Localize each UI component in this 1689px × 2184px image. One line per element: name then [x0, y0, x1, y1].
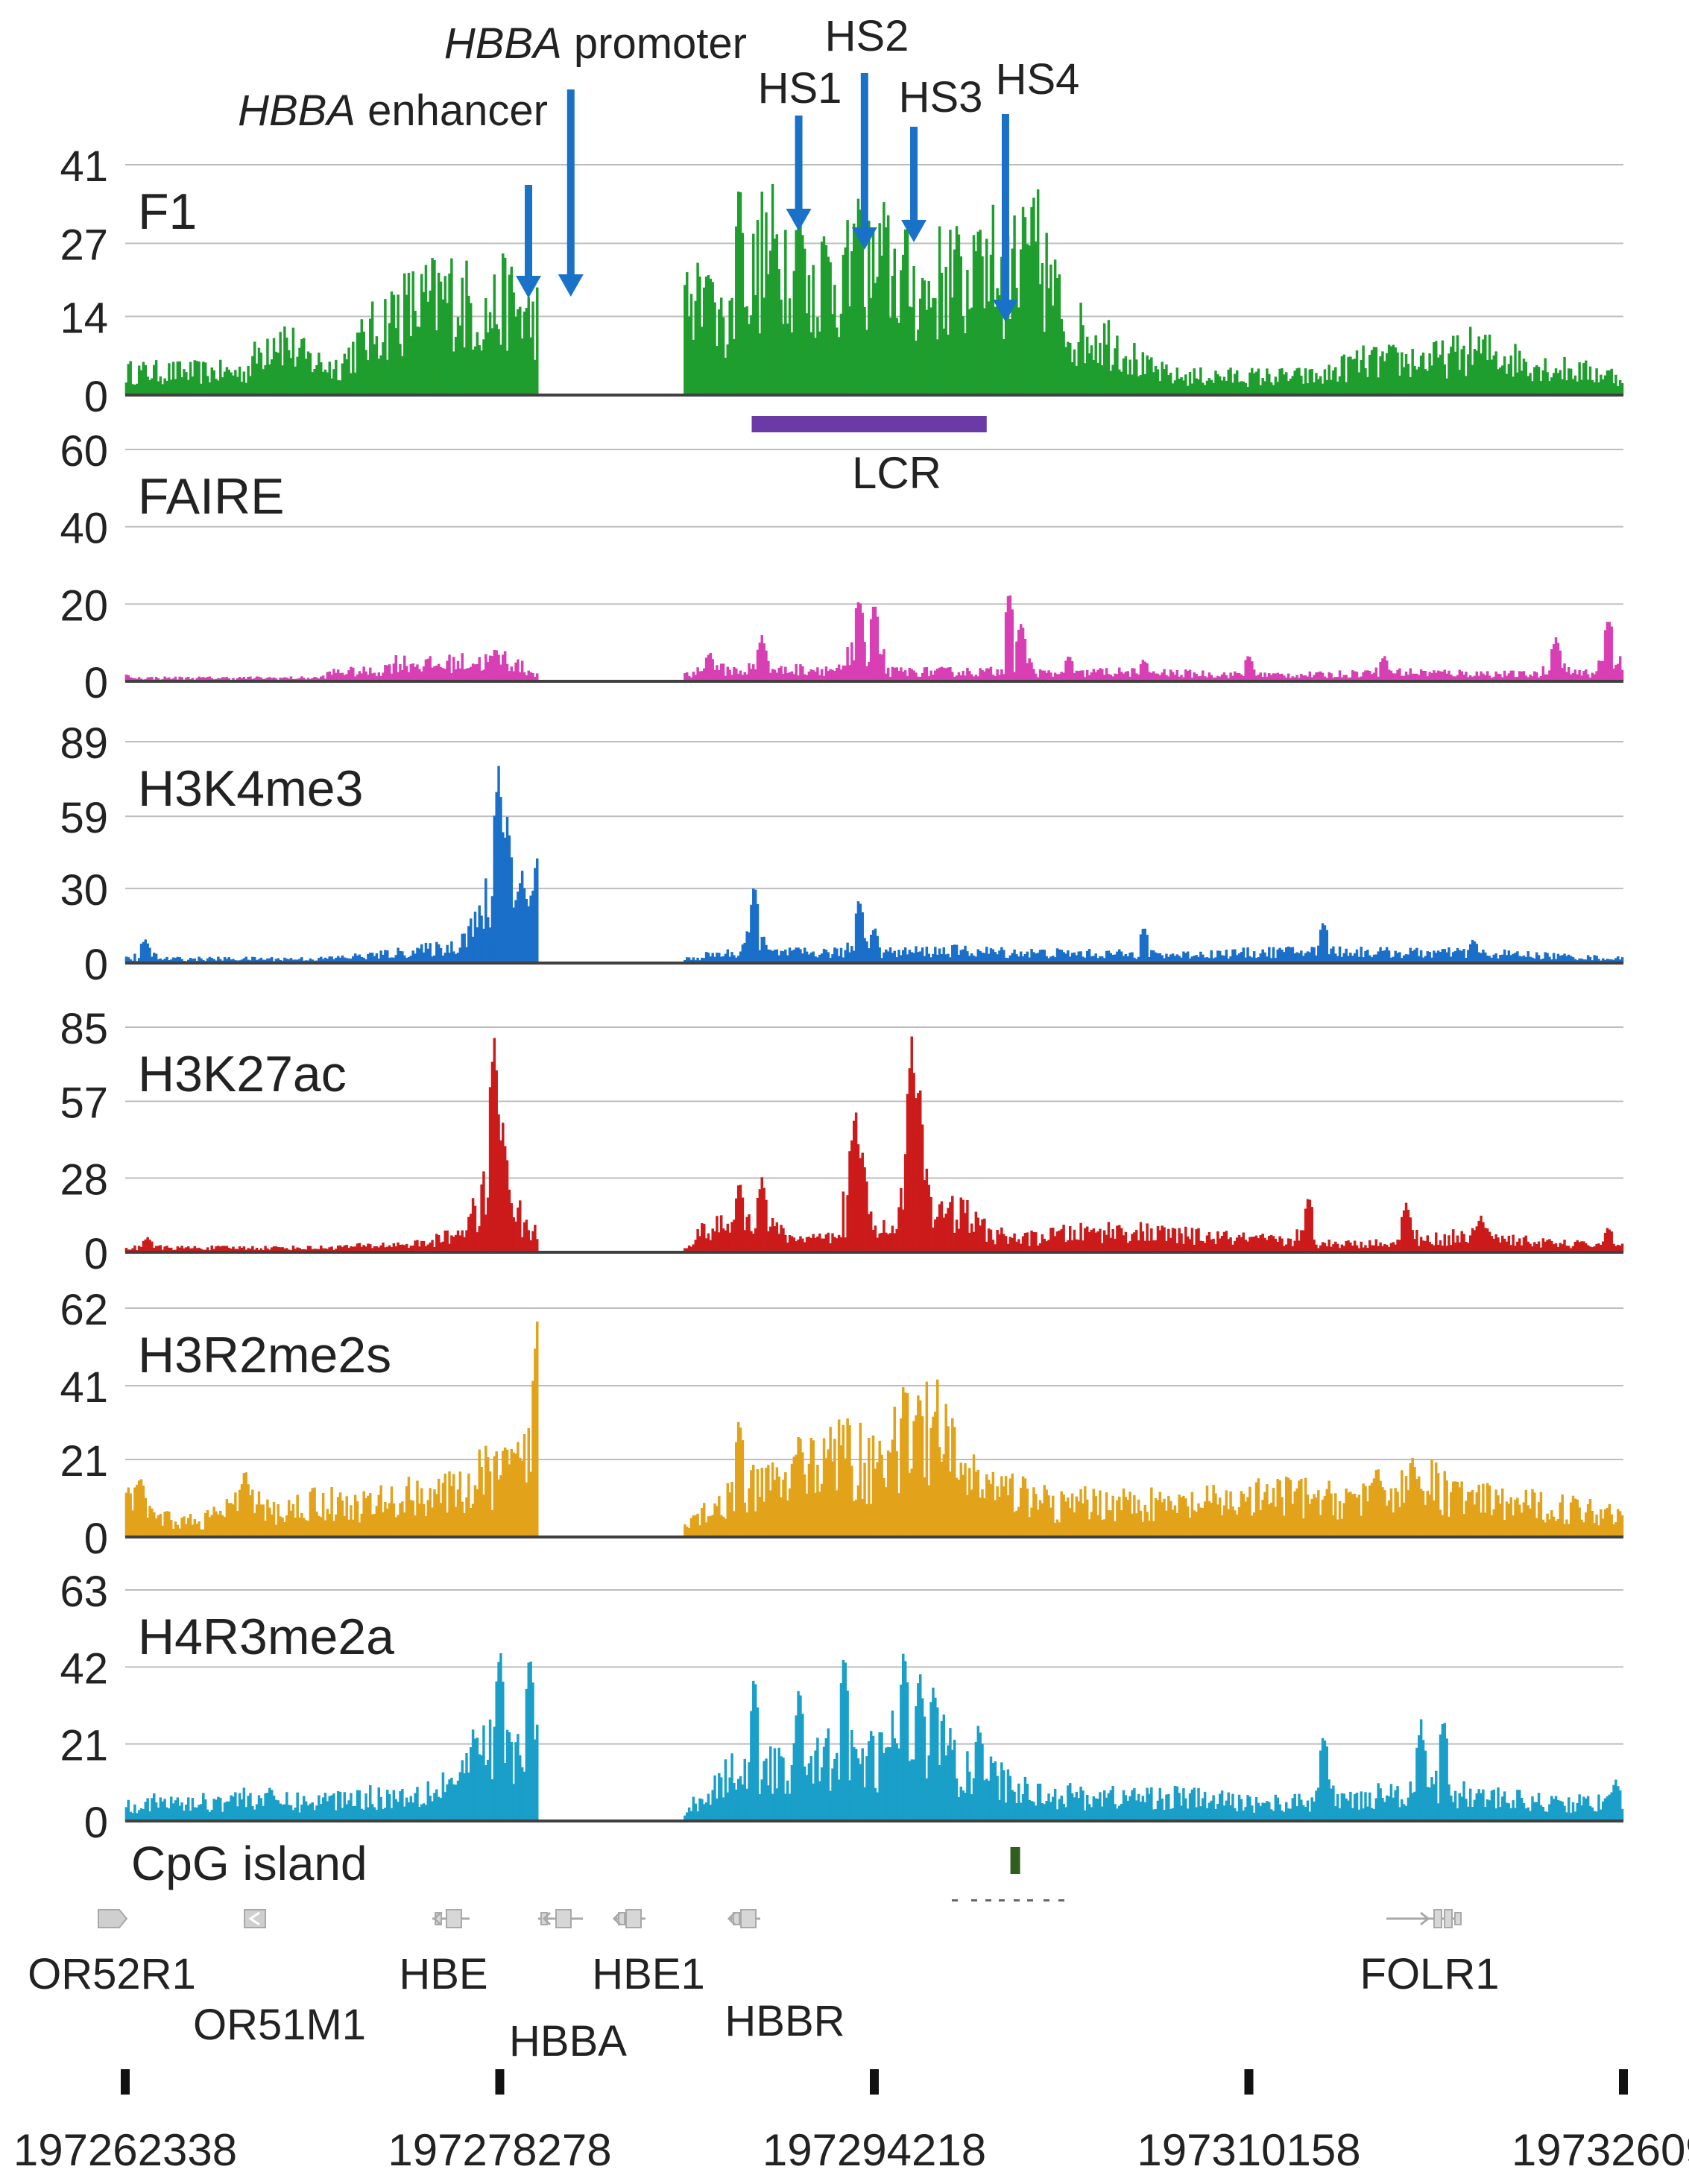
- y-tick-label: 60: [60, 427, 108, 476]
- hs2-label: HS2: [825, 12, 909, 60]
- y-tick-label: 21: [60, 1437, 108, 1486]
- signal-f1: [124, 183, 1624, 396]
- y-tick-label: 0: [84, 659, 108, 707]
- coordinate-tick: [1244, 2069, 1254, 2095]
- y-tick-label: 0: [84, 373, 108, 421]
- y-tick-label: 85: [60, 1005, 108, 1053]
- gene-glyph: [432, 1909, 470, 1928]
- hbba-enhancer-text: enhancer: [367, 86, 548, 135]
- y-tick-label: 63: [60, 1568, 108, 1616]
- coordinate-label: 197262338: [13, 2125, 237, 2175]
- gene-glyph: [244, 1909, 266, 1928]
- coordinate-label: 197278278: [388, 2125, 611, 2175]
- hbba-promoter-text: promoter: [574, 19, 747, 68]
- y-tick-label: 20: [60, 581, 108, 630]
- y-tick-label: 0: [84, 941, 108, 989]
- y-tick-label: 0: [84, 1230, 108, 1278]
- signal-h3k27ac: [124, 1036, 1624, 1253]
- track-faire: 0 20 40 60 FAIRE: [60, 427, 1624, 707]
- coordinate-tick: [870, 2069, 879, 2095]
- lcr-bar: [751, 416, 987, 432]
- hs4-label: HS4: [996, 55, 1080, 104]
- track-label-h3r2me2s: H3R2me2s: [138, 1327, 391, 1383]
- coordinate-label: 197326098: [1512, 2125, 1689, 2175]
- track-label-h4r3me2a: H4R3me2a: [138, 1609, 394, 1665]
- coordinate-label: 197310158: [1137, 2125, 1360, 2175]
- gene-label-or52r1: OR52R1: [28, 1950, 196, 1998]
- hbba-promoter-gene: HBBA: [444, 19, 562, 68]
- gene-glyph: [98, 1909, 128, 1928]
- track-h3k4me3: 0 30 59 89 H3K4me3: [60, 719, 1624, 989]
- gene-glyph: [727, 1909, 760, 1928]
- gene-glyph: [538, 1909, 583, 1928]
- lcr-label: LCR: [852, 448, 941, 498]
- gene-label-hbe1: HBE1: [592, 1950, 705, 1998]
- y-tick-label: 30: [60, 866, 108, 915]
- gene-label-folr1: FOLR1: [1360, 1950, 1500, 1998]
- gene-glyph-layer: [98, 1899, 1462, 1928]
- y-tick-label: 40: [60, 505, 108, 553]
- y-tick-label: 28: [60, 1156, 108, 1205]
- y-tick-label: 27: [60, 221, 108, 270]
- gene-label-layer: OR52R1 OR51M1 HBE HBBA HBE1 HBBR FOLR1: [28, 1950, 1499, 2065]
- y-tick-label: 42: [60, 1644, 108, 1693]
- track-f1: 0 14 27 41 F1: [60, 142, 1624, 421]
- coordinate-tick: [1619, 2069, 1628, 2095]
- track-h4r3me2a: 0 21 42 63 H4R3me2a: [60, 1568, 1624, 1847]
- arrow-hs3: [901, 127, 927, 242]
- signal-h3k4me3: [124, 766, 1624, 964]
- track-h3k27ac: 0 28 57 85 H3K27ac: [60, 1005, 1624, 1278]
- annotation-layer: HBBA enhancer HBBA promoter HS1 HS2 HS3 …: [238, 12, 1079, 322]
- coordinate-tick: [121, 2069, 130, 2095]
- arrow-hs2: [851, 73, 877, 250]
- cpg-island-marker: [1010, 1847, 1020, 1874]
- y-tick-label: 14: [60, 294, 108, 342]
- hbba-enhancer-gene: HBBA: [238, 86, 356, 135]
- signal-faire: [124, 595, 1624, 682]
- signal-h4r3me2a: [124, 1653, 1624, 1822]
- y-tick-label: 0: [84, 1515, 108, 1563]
- cpg-island-label: CpG island: [131, 1837, 367, 1890]
- signal-h3r2me2s: [124, 1321, 1624, 1538]
- arrow-hs1: [786, 116, 812, 231]
- gene-label-hbe: HBE: [399, 1950, 487, 1998]
- coordinate-label: 197294218: [763, 2125, 986, 2175]
- tracks-layer: 0 14 27 41 F1 0 20 40 60 FAIRE 0 30 59 89 H3K4me3 0 28 57…: [60, 142, 1624, 1847]
- track-label-h3k4me3: H3K4me3: [138, 760, 363, 817]
- arrow-hbba-enhancer: [516, 185, 542, 298]
- hbba-enhancer-label: HBBA enhancer: [238, 86, 548, 135]
- track-label-faire: FAIRE: [138, 468, 285, 525]
- track-label-h3k27ac: H3K27ac: [138, 1046, 347, 1102]
- hbba-promoter-label: HBBA promoter: [444, 19, 747, 68]
- y-tick-label: 89: [60, 719, 108, 768]
- faint-trace: [952, 1899, 1064, 1901]
- y-tick-label: 41: [60, 142, 108, 191]
- arrow-hs4: [992, 114, 1018, 322]
- hs3-label: HS3: [899, 73, 983, 121]
- gene-label-or51m1: OR51M1: [193, 2001, 366, 2049]
- coordinate-tick: [495, 2069, 505, 2095]
- coordinate-ruler: 197262338 197278278 197294218 197310158 1973…: [13, 2069, 1689, 2175]
- gene-glyph: [1386, 1909, 1462, 1928]
- gene-glyph: [612, 1909, 645, 1928]
- track-label-f1: F1: [138, 183, 197, 240]
- y-tick-label: 57: [60, 1079, 108, 1127]
- y-tick-label: 0: [84, 1799, 108, 1847]
- arrow-hbba-promoter: [558, 89, 584, 297]
- y-tick-label: 59: [60, 794, 108, 842]
- y-tick-label: 21: [60, 1722, 108, 1770]
- y-tick-label: 41: [60, 1363, 108, 1412]
- gene-label-hbba: HBBA: [509, 2017, 627, 2065]
- y-tick-label: 62: [60, 1286, 108, 1334]
- track-h3r2me2s: 0 21 41 62 H3R2me2s: [60, 1286, 1624, 1563]
- gene-label-hbbr: HBBR: [724, 1997, 844, 2045]
- hs1-label: HS1: [758, 64, 842, 113]
